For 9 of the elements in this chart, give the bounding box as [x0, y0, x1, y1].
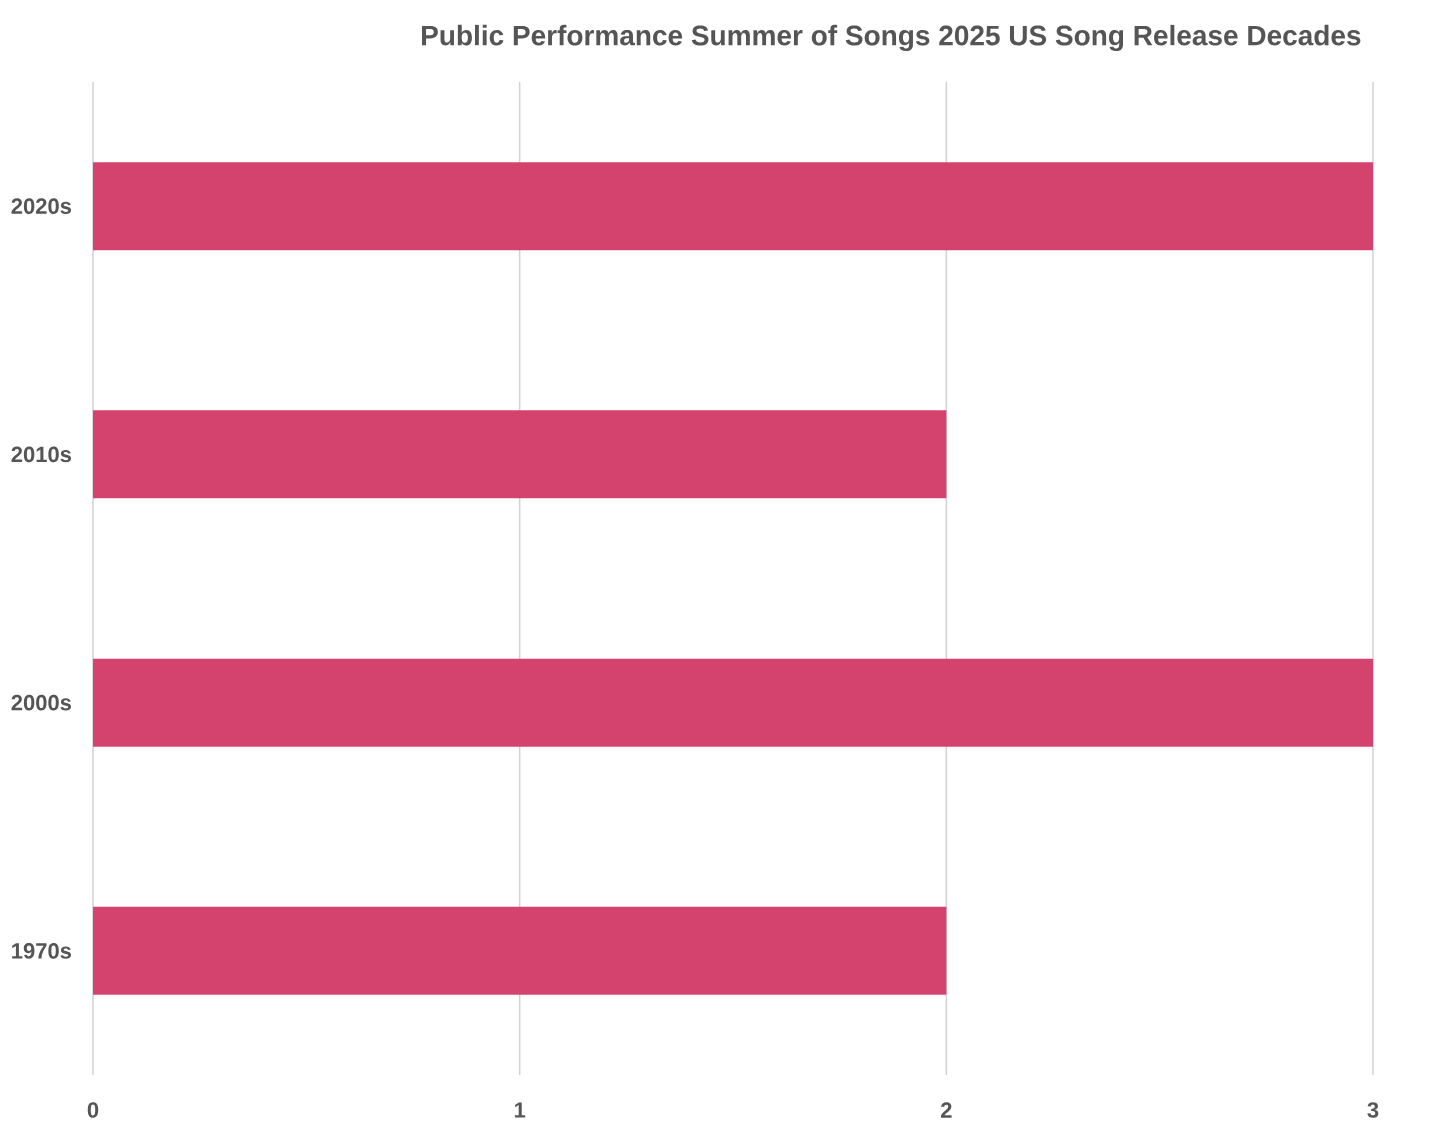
y-tick-label: 1970s: [12, 943, 72, 959]
x-tick-label: 2: [940, 1102, 952, 1118]
chart-title: Public Performance Summer of Songs 2025 US Song Release Decades: [422, 24, 1361, 52]
y-tick-label: 2000s: [11, 694, 72, 711]
y-tick-label: 2010s: [11, 446, 72, 463]
x-tick-label: 0: [87, 1102, 99, 1118]
y-tick-label: 2020s: [11, 198, 72, 214]
x-tick-label: 1: [514, 1102, 526, 1118]
x-tick-label: 3: [1367, 1102, 1379, 1118]
